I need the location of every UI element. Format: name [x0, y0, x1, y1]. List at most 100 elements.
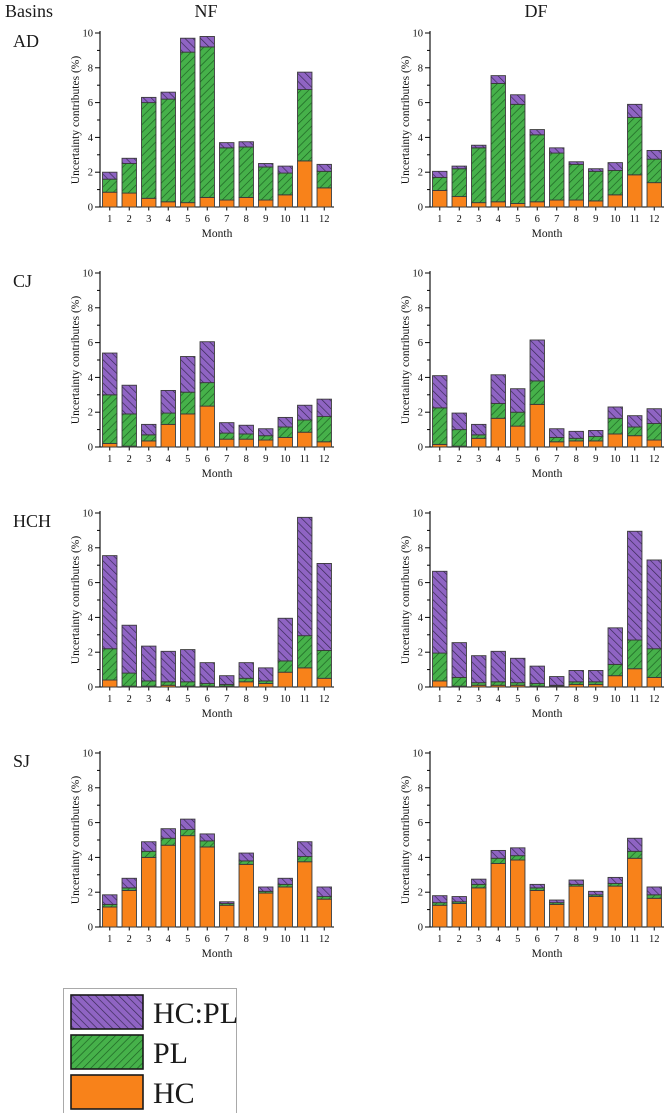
svg-text:9: 9: [593, 694, 598, 705]
row-label-ad: AD: [13, 31, 39, 51]
legend-label-pl: PL: [153, 1037, 189, 1070]
svg-text:6: 6: [535, 214, 540, 225]
svg-text:6: 6: [88, 818, 93, 829]
svg-text:3: 3: [146, 214, 151, 225]
hcpl-swatch-icon: [70, 993, 144, 1035]
svg-text:8: 8: [88, 543, 93, 554]
svg-text:12: 12: [319, 934, 330, 945]
svg-text:8: 8: [244, 454, 249, 465]
svg-text:11: 11: [300, 934, 310, 945]
chart-hch-df: 0 2 4 6 8 10 1 2 3 4 5 6 7 8 9 10 11 12 Month Uncertainty c…: [400, 505, 672, 737]
basins-header: Basins: [5, 1, 54, 21]
svg-text:0: 0: [418, 683, 423, 694]
svg-text:2: 2: [457, 214, 462, 225]
chart-ad-nf: 0 2 4 6 8 10 1 2 3 4 5 6 7 8 9 10 11 12 Month Uncertainty c…: [70, 25, 342, 257]
svg-text:11: 11: [630, 934, 640, 945]
svg-text:10: 10: [83, 749, 94, 760]
legend-item-hc: HC: [70, 1073, 230, 1113]
svg-text:7: 7: [554, 934, 559, 945]
svg-text:1: 1: [437, 454, 442, 465]
svg-text:Uncertainty contributes (%): Uncertainty contributes (%): [70, 776, 82, 905]
svg-text:8: 8: [418, 543, 423, 554]
svg-text:6: 6: [418, 578, 423, 589]
svg-text:1: 1: [107, 454, 112, 465]
svg-text:5: 5: [515, 694, 520, 705]
svg-text:10: 10: [610, 454, 621, 465]
svg-text:3: 3: [146, 934, 151, 945]
svg-text:6: 6: [418, 338, 423, 349]
svg-text:8: 8: [418, 783, 423, 794]
svg-text:10: 10: [280, 454, 291, 465]
legend-item-hcpl: HC:PL: [70, 993, 238, 1035]
svg-text:6: 6: [205, 214, 210, 225]
svg-text:12: 12: [319, 694, 330, 705]
svg-text:Month: Month: [202, 228, 233, 240]
svg-text:8: 8: [418, 303, 423, 314]
svg-text:5: 5: [185, 934, 190, 945]
svg-text:10: 10: [610, 694, 621, 705]
chart-sj-df: 0 2 4 6 8 10 1 2 3 4 5 6 7 8 9 10 11 12 Month Uncertainty c…: [400, 745, 672, 977]
chart-legend: HC:PL PL HC: [63, 988, 238, 1113]
svg-text:7: 7: [554, 214, 559, 225]
svg-text:6: 6: [205, 694, 210, 705]
chart-cj-df: 0 2 4 6 8 10 1 2 3 4 5 6 7 8 9 10 11 12 Month Uncertainty c…: [400, 265, 672, 497]
svg-text:Uncertainty contributes (%): Uncertainty contributes (%): [400, 536, 412, 665]
legend-item-pl: PL: [70, 1033, 230, 1074]
svg-text:Month: Month: [532, 948, 563, 960]
svg-text:0: 0: [418, 923, 423, 934]
svg-text:7: 7: [224, 454, 229, 465]
svg-text:6: 6: [205, 934, 210, 945]
svg-text:2: 2: [457, 694, 462, 705]
svg-text:11: 11: [300, 214, 310, 225]
svg-text:9: 9: [263, 454, 268, 465]
svg-text:Month: Month: [202, 468, 233, 480]
legend-label-hc: HC: [153, 1077, 195, 1110]
svg-text:6: 6: [535, 454, 540, 465]
svg-text:10: 10: [610, 934, 621, 945]
chart-ad-df: 0 2 4 6 8 10 1 2 3 4 5 6 7 8 9 10 11 12 Month Uncertainty c…: [400, 25, 672, 257]
svg-text:2: 2: [127, 214, 132, 225]
svg-text:4: 4: [166, 934, 172, 945]
svg-text:8: 8: [574, 694, 579, 705]
svg-text:2: 2: [88, 408, 93, 419]
svg-text:10: 10: [413, 29, 424, 40]
svg-text:6: 6: [88, 98, 93, 109]
svg-text:6: 6: [535, 694, 540, 705]
svg-text:4: 4: [88, 613, 94, 624]
svg-text:9: 9: [263, 694, 268, 705]
svg-text:12: 12: [319, 214, 330, 225]
svg-text:6: 6: [418, 98, 423, 109]
svg-text:7: 7: [554, 694, 559, 705]
svg-text:2: 2: [88, 168, 93, 179]
svg-text:4: 4: [418, 853, 424, 864]
svg-text:8: 8: [244, 214, 249, 225]
svg-text:8: 8: [244, 694, 249, 705]
svg-text:Month: Month: [202, 948, 233, 960]
row-label-sj: SJ: [13, 751, 31, 771]
svg-text:10: 10: [83, 29, 94, 40]
svg-text:6: 6: [88, 338, 93, 349]
svg-text:9: 9: [593, 934, 598, 945]
chart-cj-nf: 0 2 4 6 8 10 1 2 3 4 5 6 7 8 9 10 11 12 Month Uncertainty c…: [70, 265, 342, 497]
svg-text:10: 10: [83, 269, 94, 280]
svg-text:10: 10: [610, 214, 621, 225]
svg-text:Month: Month: [532, 468, 563, 480]
svg-text:1: 1: [107, 214, 112, 225]
svg-text:Month: Month: [532, 228, 563, 240]
svg-text:9: 9: [593, 454, 598, 465]
svg-text:0: 0: [88, 443, 93, 454]
svg-text:12: 12: [649, 454, 660, 465]
svg-text:5: 5: [185, 454, 190, 465]
svg-text:4: 4: [496, 214, 502, 225]
svg-text:11: 11: [630, 454, 640, 465]
row-hch: HCH 0 2 4 6 8 10 1 2 3 4 5 6 7 8 9 10 11 12 Month Uncertain…: [0, 505, 672, 745]
svg-text:2: 2: [418, 648, 423, 659]
svg-text:4: 4: [496, 934, 502, 945]
svg-text:Uncertainty contributes (%): Uncertainty contributes (%): [70, 296, 82, 425]
svg-text:1: 1: [437, 694, 442, 705]
